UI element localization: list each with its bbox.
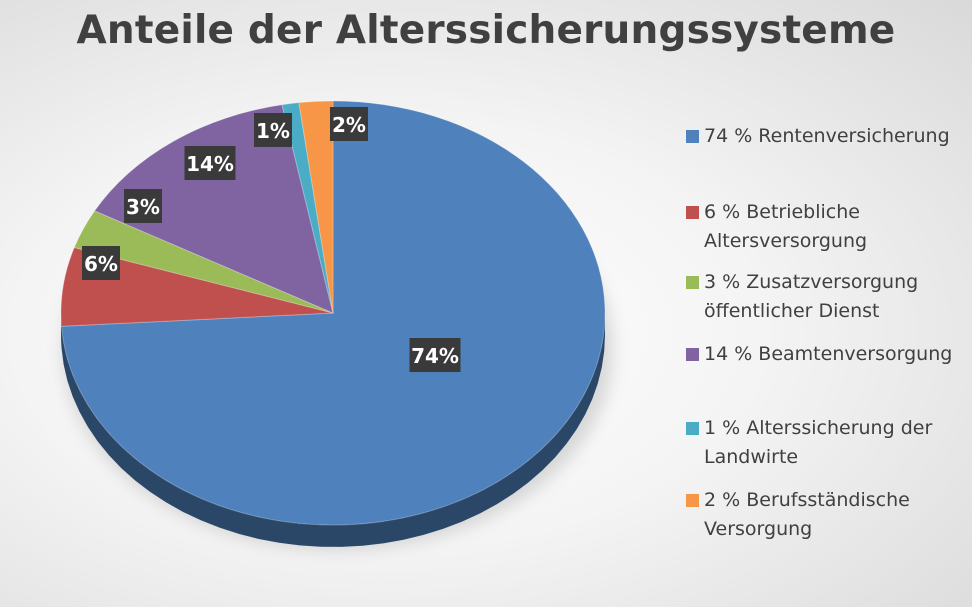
data-label-box-0	[409, 338, 461, 372]
data-label-3: 14%	[184, 146, 236, 180]
pie-slice-0[interactable]	[60, 100, 606, 526]
legend-swatch-5	[686, 494, 699, 507]
data-label-text-3: 14%	[186, 152, 234, 176]
pie-top	[60, 100, 606, 526]
pie-slice-3[interactable]	[93, 104, 334, 314]
legend-label-2: 3 % Zusatzversorgung öffentlicher Dienst	[704, 271, 919, 322]
data-label-text-4: 1%	[256, 119, 290, 143]
pie-sides	[61, 313, 606, 547]
pie-slice-5[interactable]	[298, 100, 334, 314]
legend-label-0: 74 % Rentenversicherung	[704, 125, 950, 147]
data-label-box-5	[330, 107, 368, 141]
legend-item-3: 14 % Beamtenversorgung	[686, 340, 966, 369]
data-label-text-2: 3%	[126, 195, 160, 219]
legend-label-1: 6 % Betriebliche Altersversorgung	[704, 201, 868, 252]
legend-swatch-4	[686, 422, 699, 435]
legend-item-1: 6 % Betriebliche Altersversorgung	[686, 198, 966, 256]
legend-item-4: 1 % Alterssicherung der Landwirte	[686, 414, 966, 472]
data-label-text-5: 2%	[332, 113, 366, 137]
data-label-text-1: 6%	[84, 252, 118, 276]
legend-label-3: 14 % Beamtenversorgung	[704, 343, 953, 365]
data-label-box-4	[254, 113, 292, 147]
legend-item-5: 2 % Berufsständische Versorgung	[686, 486, 966, 544]
legend-label-5: 2 % Berufsständische Versorgung	[704, 489, 910, 540]
legend-item-2: 3 % Zusatzversorgung öffentlicher Dienst	[686, 268, 966, 326]
legend-item-0: 74 % Rentenversicherung	[686, 122, 966, 151]
data-label-0: 74%	[409, 338, 461, 372]
data-label-1: 6%	[82, 246, 120, 280]
data-label-5: 2%	[330, 107, 368, 141]
pie-slice-1[interactable]	[60, 246, 334, 327]
pie-slice-4[interactable]	[281, 102, 334, 314]
data-label-2: 3%	[124, 189, 162, 223]
data-label-box-3	[184, 146, 236, 180]
legend-swatch-0	[686, 130, 699, 143]
legend-swatch-3	[686, 348, 699, 361]
data-label-box-1	[82, 246, 120, 280]
legend-swatch-1	[686, 206, 699, 219]
legend-swatch-2	[686, 276, 699, 289]
data-label-text-0: 74%	[411, 344, 459, 368]
data-label-4: 1%	[254, 113, 292, 147]
pie-side-1	[61, 313, 62, 349]
legend-label-4: 1 % Alterssicherung der Landwirte	[704, 417, 933, 468]
data-label-box-2	[124, 189, 162, 223]
chart-title: Anteile der Alterssicherungssysteme	[76, 8, 896, 53]
pie-labels: 74% 6% 3% 14% 1% 2%	[82, 107, 461, 372]
pie-slice-2[interactable]	[73, 210, 334, 314]
